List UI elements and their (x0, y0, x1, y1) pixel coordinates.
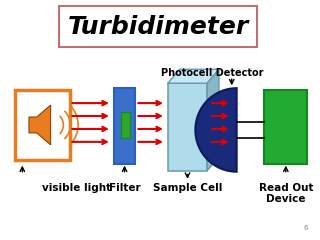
Bar (264, 90, 308, 164)
Polygon shape (29, 105, 51, 145)
Text: visible light: visible light (42, 183, 111, 193)
Text: Sample Cell: Sample Cell (153, 183, 222, 193)
Text: Filter: Filter (109, 183, 140, 193)
Text: Turbidimeter: Turbidimeter (68, 15, 249, 39)
Text: Photocell Detector: Photocell Detector (161, 68, 263, 78)
Text: 6: 6 (304, 225, 308, 231)
Bar (168, 83, 207, 171)
Bar (15, 90, 69, 160)
Text: Read Out
Device: Read Out Device (259, 183, 313, 204)
Polygon shape (207, 69, 219, 171)
Bar (121, 112, 131, 138)
Polygon shape (168, 69, 219, 83)
Bar (114, 88, 135, 164)
Wedge shape (196, 88, 237, 172)
